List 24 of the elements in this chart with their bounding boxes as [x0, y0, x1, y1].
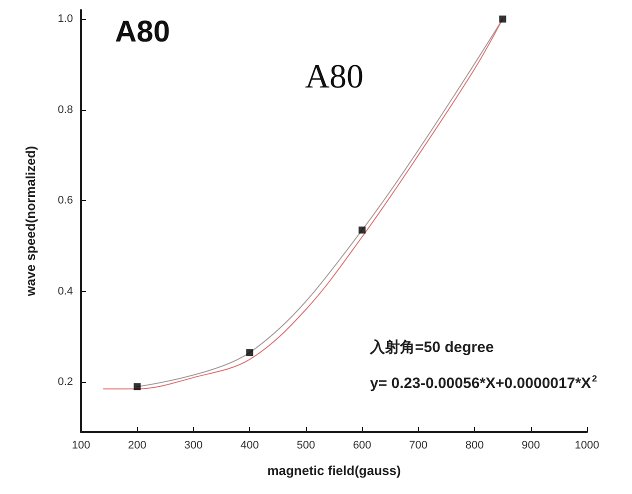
y-tick-label: 0.2 [58, 376, 73, 388]
y-tick-label: 1.0 [58, 13, 73, 26]
chart-title: A80 [115, 16, 170, 48]
text: A80 [305, 58, 364, 96]
annotation: 入射角=50 degree [369, 339, 494, 356]
x-tick-label: 400 [240, 440, 259, 452]
x-tick-label: 700 [409, 440, 428, 452]
y-tick-label: 0.8 [58, 104, 73, 116]
x-tick-label: 900 [522, 440, 540, 452]
y-tick-label: 0.6 [58, 194, 73, 207]
x-axis-title: magnetic field(gauss) [267, 463, 401, 478]
x-tick-label: 1000 [574, 440, 600, 452]
x-tick-label: 600 [352, 440, 372, 452]
point [358, 226, 366, 234]
x-tick-label: 100 [72, 440, 90, 452]
point [246, 349, 254, 356]
x-tick-label: 200 [128, 440, 146, 452]
y-axis-title: wave speed(normalized) [23, 146, 38, 298]
x-tick-label: 500 [296, 440, 316, 452]
y-tick-label: 0.4 [58, 285, 73, 298]
point [134, 383, 141, 390]
x-tick-label: 800 [465, 440, 484, 452]
point [499, 16, 506, 23]
x-tick-label: 300 [184, 440, 203, 452]
